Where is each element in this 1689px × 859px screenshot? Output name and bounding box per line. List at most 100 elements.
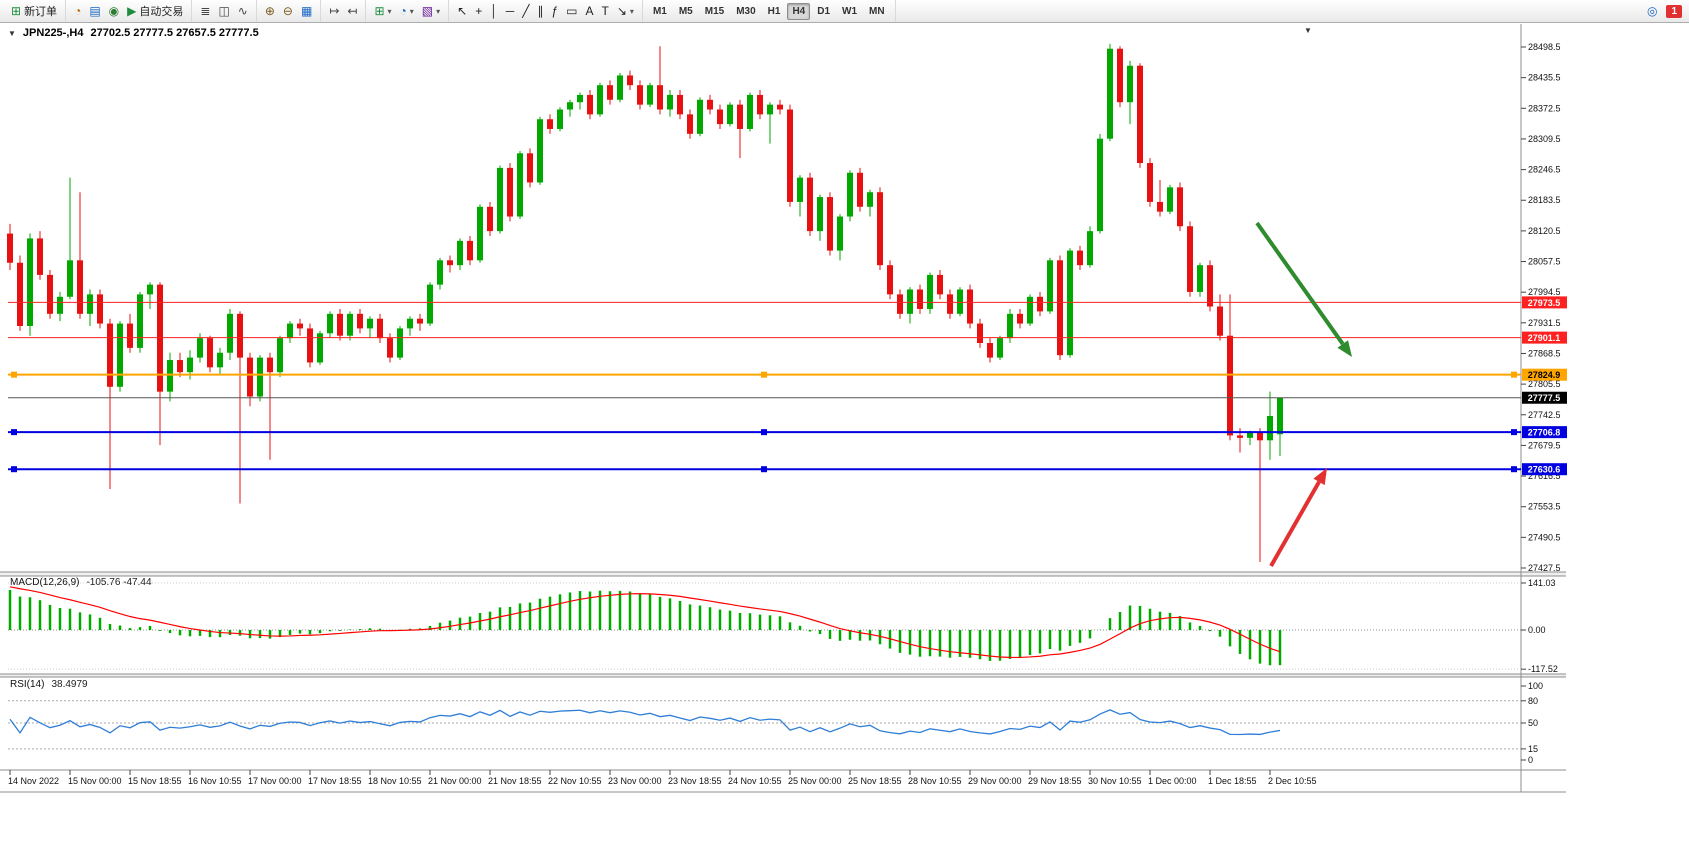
timeframe-d1[interactable]: D1: [817, 5, 831, 17]
dropdown-caret-icon: ▾: [409, 6, 414, 16]
trendline-icon[interactable]: ╱: [518, 3, 533, 19]
one-click-trading-toggle[interactable]: ▼: [8, 28, 16, 38]
candle-body: [507, 167, 513, 217]
candle-body: [1077, 250, 1083, 266]
timeframe-m15[interactable]: M15: [704, 5, 725, 17]
fibonacci-icon[interactable]: ƒ: [547, 3, 562, 19]
price-axis-label: 28183.5: [1528, 195, 1561, 205]
line-handle[interactable]: [761, 371, 767, 378]
navigator-icon: ◉: [108, 4, 120, 18]
candle-body: [97, 294, 103, 324]
strategy-tester-icon[interactable]: ◔: [70, 3, 85, 19]
bullish-trend-arrow-head[interactable]: [1313, 468, 1327, 486]
candle-body: [977, 323, 983, 344]
timeframe-h4[interactable]: H4: [787, 2, 811, 20]
panel-divider[interactable]: [0, 674, 1566, 677]
autotrading-button[interactable]: ▶ 自动交易: [123, 1, 187, 21]
candle-body: [1097, 138, 1103, 232]
candle-body: [47, 274, 53, 314]
zoom-in-icon[interactable]: ⊕: [261, 3, 279, 19]
candle-body: [787, 109, 793, 202]
candle-body: [7, 233, 13, 263]
zoom-out-icon[interactable]: ⊖: [279, 3, 297, 19]
arrows-tool-icon: ↘: [616, 4, 627, 18]
candle-body: [837, 216, 843, 251]
line-handle[interactable]: [11, 429, 17, 436]
time-axis-label: 17 Nov 18:55: [308, 776, 362, 786]
candle-body: [497, 167, 503, 232]
candle-body: [137, 294, 143, 348]
line-handle[interactable]: [11, 466, 17, 473]
bearish-trend-arrow-head[interactable]: [1337, 340, 1352, 357]
vertical-line-icon[interactable]: │: [486, 3, 502, 19]
price-axis-label: 28057.5: [1528, 257, 1561, 267]
line-handle[interactable]: [1511, 371, 1517, 378]
notification-badge[interactable]: 1: [1666, 4, 1682, 18]
bullish-trend-arrow[interactable]: [1269, 480, 1321, 567]
data-window-icon[interactable]: ▤: [85, 3, 104, 19]
timeframe-m5[interactable]: M5: [678, 5, 693, 17]
tile-windows-icon[interactable]: ▦: [297, 3, 316, 19]
price-tag: [1522, 426, 1567, 439]
indicators-button[interactable]: ⊞ ▾: [370, 3, 395, 19]
tile-windows-icon: ▦: [300, 4, 313, 18]
timeframe-mn[interactable]: MN: [869, 5, 885, 17]
search-icon: ◎: [1646, 4, 1658, 18]
cursor-icon[interactable]: ↖: [453, 3, 471, 19]
candle-body: [397, 328, 403, 358]
line-handle[interactable]: [1511, 429, 1517, 436]
candle-body: [567, 102, 573, 110]
candle-body: [377, 318, 383, 339]
equidistant-channel-icon[interactable]: ∥: [533, 3, 547, 19]
horizontal-line-icon[interactable]: ─: [502, 3, 519, 19]
line-handle[interactable]: [761, 429, 767, 436]
data-window-icon: ▤: [89, 4, 101, 18]
candle-body: [237, 313, 243, 358]
auto-scroll-icon[interactable]: ↦: [325, 3, 343, 19]
candle-body: [1017, 313, 1023, 324]
line-chart-mode-icon[interactable]: ∿: [234, 3, 252, 19]
candle-body: [1147, 163, 1153, 202]
line-handle[interactable]: [1511, 466, 1517, 473]
arrows-tool-icon[interactable]: ↘ ▾: [613, 3, 638, 19]
candle-body: [1167, 187, 1173, 212]
candlestick-mode-icon[interactable]: ◫: [214, 3, 233, 19]
search-icon[interactable]: ◎: [1643, 3, 1661, 19]
candle-body: [17, 262, 23, 326]
price-tag: [1522, 463, 1567, 476]
text-label-icon[interactable]: T: [598, 3, 613, 19]
timeframe-h1[interactable]: H1: [767, 5, 781, 17]
candle-body: [1187, 226, 1193, 292]
bar-chart-mode-icon[interactable]: ≣: [196, 3, 214, 19]
toolbar: ⊞ 新订单 ◔ ▤ ◉ ▶ 自动交易 ≣ ◫ ∿ ⊕ ⊖ ▦ ↦ ↤ ⊞ ▾ ◔ ▾ ▧ ▾ ↖ + │ ─ ╱ ∥ ƒ ▭ A T ↘ ▾ M1…: [0, 0, 1689, 23]
crosshair-icon[interactable]: +: [471, 3, 486, 19]
candle-body: [1257, 433, 1263, 441]
candle-body: [917, 289, 923, 309]
timeframe-w1[interactable]: W1: [842, 5, 858, 17]
line-handle[interactable]: [761, 466, 767, 473]
time-axis-label: 23 Nov 00:00: [608, 776, 662, 786]
timeframe-m30[interactable]: M30: [736, 5, 756, 17]
templates-button[interactable]: ▧ ▾: [418, 3, 444, 19]
time-axis-label: 17 Nov 00:00: [248, 776, 302, 786]
chart-shift-icon[interactable]: ↤: [343, 3, 361, 19]
candle-body: [1237, 435, 1243, 438]
candle-body: [447, 260, 453, 266]
text-icon[interactable]: A: [582, 3, 598, 19]
candle-body: [817, 197, 823, 232]
navigator-icon[interactable]: ◉: [105, 3, 123, 19]
candle-body: [907, 289, 913, 314]
candlestick-mode-icon: ◫: [218, 4, 230, 18]
new-order-button-label: 新订单: [24, 6, 58, 18]
shapes-icon[interactable]: ▭: [562, 3, 581, 19]
zoom-out-icon: ⊖: [282, 4, 293, 18]
scroll-position-marker[interactable]: ▼: [1304, 26, 1312, 35]
candle-body: [877, 192, 883, 266]
panel-divider[interactable]: [0, 572, 1566, 576]
timeframe-m1[interactable]: M1: [652, 5, 667, 17]
periods-button[interactable]: ◔ ▾: [396, 3, 418, 19]
bearish-trend-arrow[interactable]: [1255, 221, 1345, 346]
line-handle[interactable]: [11, 371, 17, 378]
new-order-button[interactable]: ⊞ 新订单: [7, 1, 61, 21]
